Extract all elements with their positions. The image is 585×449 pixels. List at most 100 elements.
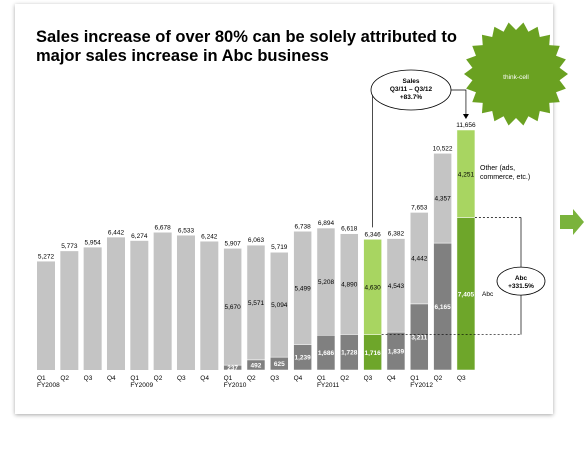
bar-segment: [316, 227, 336, 336]
total-label: 6,346: [364, 231, 381, 238]
bar: [153, 232, 172, 370]
segment-label: 4,543: [388, 283, 405, 290]
total-label: 6,678: [155, 224, 172, 231]
bar: [83, 247, 102, 370]
total-label: 11,656: [456, 122, 476, 129]
segment-label: 3,211: [411, 334, 427, 341]
segment-label: 1,839: [388, 349, 405, 356]
segment-label: 5,499: [294, 285, 311, 292]
x-group-label: FY2010: [224, 382, 247, 389]
segment-label: 4,442: [411, 256, 428, 263]
x-tick-label: Q3: [177, 375, 186, 382]
x-tick-label: Q1: [224, 375, 233, 382]
total-label: 6,533: [178, 227, 195, 234]
x-tick-label: Q3: [457, 375, 466, 382]
segment-label: 625: [274, 361, 285, 368]
total-label: 6,618: [341, 226, 358, 233]
x-tick-label: Q1: [410, 375, 419, 382]
segment-label: 5,208: [318, 279, 335, 286]
connector: [451, 89, 467, 118]
legend-label: Other (ads, commerce, etc.): [480, 165, 531, 181]
x-tick-label: Q4: [294, 375, 303, 382]
legend-label: Abc: [482, 291, 494, 298]
x-tick-label: Q3: [270, 375, 279, 382]
segment-label: 5,571: [248, 300, 265, 307]
total-label: 6,274: [131, 233, 148, 240]
total-label: 6,442: [108, 229, 125, 236]
bar-segment: [340, 233, 359, 335]
annotation-text: Q3/11 – Q3/12: [390, 86, 433, 93]
bar-segment: [386, 238, 406, 333]
segment-label: 4,357: [434, 196, 451, 203]
annotation-text: +83.7%: [400, 94, 422, 101]
total-label: 5,954: [85, 239, 102, 246]
segment-label: 1,728: [341, 350, 358, 357]
x-group-label: FY2012: [410, 382, 433, 389]
segment-label: 1,686: [318, 350, 335, 357]
bar: [176, 235, 195, 370]
chart-title: Sales increase of over 80% can be solely…: [36, 28, 457, 65]
bar: [37, 261, 55, 370]
total-label: 6,894: [318, 220, 335, 227]
bar-segment: [270, 251, 289, 358]
segment-label: 1,239: [294, 355, 311, 362]
x-tick-label: Q4: [107, 375, 116, 382]
total-label: 7,653: [411, 204, 428, 211]
badge: [464, 22, 568, 126]
bar: [60, 251, 79, 370]
segment-label: 4,630: [364, 285, 381, 292]
x-group-label: FY2008: [37, 382, 60, 389]
arrow: [560, 209, 584, 235]
segment-label: 1,716: [364, 350, 381, 357]
bar-segment: [363, 239, 382, 335]
segment-label: 492: [251, 362, 262, 369]
bar-segment: [456, 129, 476, 218]
bar-segment: [433, 153, 452, 244]
total-label: 6,382: [388, 231, 405, 238]
x-tick-label: Q1: [317, 375, 326, 382]
segment-label: 5,094: [271, 302, 288, 309]
bar: [200, 241, 219, 370]
segment-label: 6,165: [434, 304, 451, 311]
segment-label: 7,405: [458, 291, 475, 298]
annotation-text: +331.5%: [508, 283, 534, 290]
x-tick-label: Q2: [247, 375, 256, 382]
x-tick-label: Q4: [200, 375, 209, 382]
x-tick-label: Q1: [37, 375, 46, 382]
x-tick-label: Q2: [60, 375, 69, 382]
x-group-label: FY2011: [317, 382, 340, 389]
annotation-text: Abc: [515, 275, 528, 282]
total-label: 5,907: [224, 240, 241, 247]
total-label: 5,773: [61, 243, 78, 250]
bar-segment: [246, 244, 266, 361]
x-tick-label: Q3: [364, 375, 373, 382]
x-tick-label: Q3: [84, 375, 93, 382]
segment-label: 4,251: [458, 171, 475, 178]
connector: [371, 89, 373, 228]
total-label: 6,242: [201, 233, 218, 240]
x-tick-label: Q4: [387, 375, 396, 382]
badge-text: think-cell: [503, 74, 529, 81]
bar-segment: [293, 231, 312, 345]
total-label: 10,522: [433, 145, 453, 152]
segment-label: 4,890: [341, 282, 358, 289]
x-tick-label: Q2: [154, 375, 163, 382]
annotation-text: Sales: [403, 78, 420, 85]
annotation-bubble: [370, 69, 452, 111]
x-tick-label: Q2: [340, 375, 349, 382]
x-group-label: FY2009: [130, 382, 153, 389]
bar-segment: [223, 248, 242, 366]
total-label: 6,063: [248, 237, 265, 244]
annotation-bubble: [496, 266, 546, 296]
bar: [106, 237, 125, 370]
bar: [130, 240, 149, 370]
total-label: 5,272: [38, 253, 55, 260]
segment-label: 237: [227, 365, 238, 372]
total-label: 5,719: [271, 244, 288, 251]
segment-label: 5,670: [224, 304, 241, 311]
x-tick-label: Q1: [130, 375, 139, 382]
bar-segment: [410, 212, 429, 305]
arrow-head: [462, 114, 469, 119]
